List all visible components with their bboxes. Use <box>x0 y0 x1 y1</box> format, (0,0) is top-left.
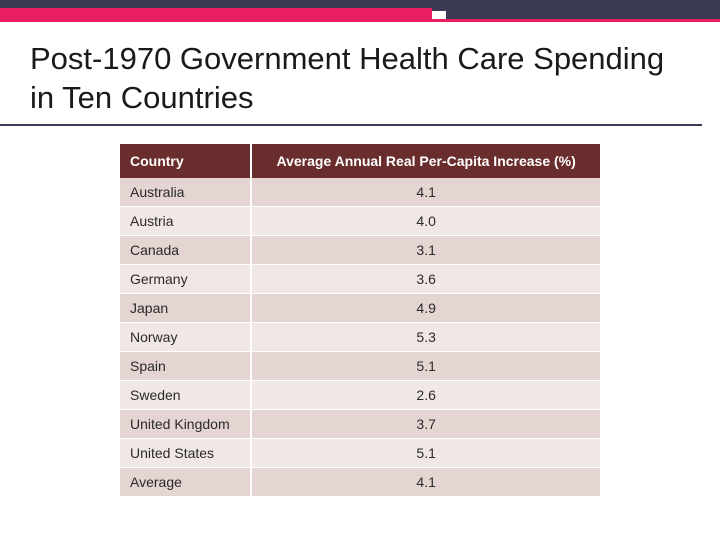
cell-country: Average <box>120 467 251 496</box>
cell-country: Australia <box>120 178 251 207</box>
cell-value: 4.0 <box>251 206 600 235</box>
table-row: Spain5.1 <box>120 351 600 380</box>
slide-title: Post-1970 Government Health Care Spendin… <box>0 22 702 126</box>
cell-value: 3.1 <box>251 235 600 264</box>
cell-value: 3.7 <box>251 409 600 438</box>
cell-country: United Kingdom <box>120 409 251 438</box>
cell-value: 4.1 <box>251 178 600 207</box>
data-table-container: Country Average Annual Real Per-Capita I… <box>120 144 600 497</box>
cell-country: Canada <box>120 235 251 264</box>
table-row: Austria4.0 <box>120 206 600 235</box>
healthcare-spending-table: Country Average Annual Real Per-Capita I… <box>120 144 600 497</box>
cell-country: Sweden <box>120 380 251 409</box>
cell-value: 5.1 <box>251 438 600 467</box>
cell-country: Norway <box>120 322 251 351</box>
cell-value: 4.1 <box>251 467 600 496</box>
table-row: Sweden2.6 <box>120 380 600 409</box>
cell-country: Germany <box>120 264 251 293</box>
cell-country: Austria <box>120 206 251 235</box>
top-border <box>0 0 720 8</box>
cell-value: 4.9 <box>251 293 600 322</box>
table-row: United Kingdom3.7 <box>120 409 600 438</box>
table-row: Canada3.1 <box>120 235 600 264</box>
table-row: United States5.1 <box>120 438 600 467</box>
accent-bar <box>0 8 720 22</box>
table-row: Japan4.9 <box>120 293 600 322</box>
cell-value: 5.1 <box>251 351 600 380</box>
table-row: Australia4.1 <box>120 178 600 207</box>
table-row: Average4.1 <box>120 467 600 496</box>
column-header-value: Average Annual Real Per-Capita Increase … <box>251 144 600 178</box>
table-header-row: Country Average Annual Real Per-Capita I… <box>120 144 600 178</box>
table-row: Germany3.6 <box>120 264 600 293</box>
column-header-country: Country <box>120 144 251 178</box>
cell-country: Japan <box>120 293 251 322</box>
table-row: Norway5.3 <box>120 322 600 351</box>
cell-value: 2.6 <box>251 380 600 409</box>
cell-value: 5.3 <box>251 322 600 351</box>
cell-country: Spain <box>120 351 251 380</box>
cell-country: United States <box>120 438 251 467</box>
cell-value: 3.6 <box>251 264 600 293</box>
